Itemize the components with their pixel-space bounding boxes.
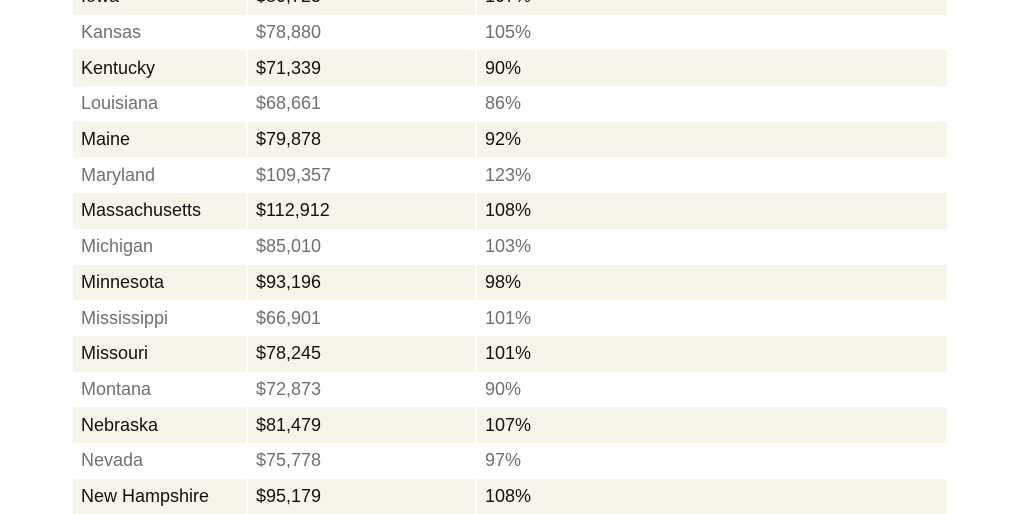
percent-cell: 103%: [477, 228, 947, 265]
percent-cell: 105%: [477, 14, 947, 51]
percent-cell: 90%: [477, 50, 947, 87]
table-row: Maine $79,878 92%: [73, 121, 947, 158]
income-cell: $71,339: [248, 50, 475, 87]
table-row: Mississippi $66,901 101%: [73, 300, 947, 336]
income-cell: $80,725: [248, 0, 475, 15]
state-cell: Montana: [73, 371, 246, 408]
income-cell: $66,901: [248, 300, 475, 336]
table-row: Massachusetts $112,912 108%: [73, 193, 947, 229]
percent-cell: 123%: [477, 157, 947, 194]
income-cell: $78,880: [248, 14, 475, 51]
state-cell: Missouri: [73, 335, 246, 372]
table-row: Montana $72,873 90%: [73, 371, 947, 408]
percent-cell: 101%: [477, 300, 947, 336]
state-cell: Iowa: [73, 0, 246, 15]
table-row: Iowa$80,725107%: [73, 0, 947, 15]
percent-cell: 108%: [477, 478, 947, 514]
state-cell: Kansas: [73, 14, 246, 51]
table-row: Missouri $78,245 101%: [73, 335, 947, 372]
income-cell: $85,010: [248, 228, 475, 265]
income-cell: $109,357: [248, 157, 475, 194]
income-cell: $112,912: [248, 193, 475, 229]
table-row: Kentucky $71,339 90%: [73, 50, 947, 87]
percent-cell: 92%: [477, 121, 947, 158]
state-cell: Minnesota: [73, 264, 246, 301]
state-cell: Michigan: [73, 228, 246, 265]
income-cell: $75,778: [248, 442, 475, 479]
state-cell: Mississippi: [73, 300, 246, 336]
table-row: Minnesota $93,196 98%: [73, 264, 947, 301]
state-cell: Nevada: [73, 442, 246, 479]
state-cell: Nebraska: [73, 407, 246, 443]
table-row: New Hampshire $95,179 108%: [73, 478, 947, 514]
state-cell: Kentucky: [73, 50, 246, 87]
income-cell: $72,873: [248, 371, 475, 408]
table-row: Michigan $85,010 103%: [73, 228, 947, 265]
state-cell: Maryland: [73, 157, 246, 194]
state-cell: Louisiana: [73, 86, 246, 122]
income-cell: $78,245: [248, 335, 475, 372]
percent-cell: 101%: [477, 335, 947, 372]
table-row: Maryland $109,357 123%: [73, 157, 947, 194]
table-row: Nevada $75,778 97%: [73, 442, 947, 479]
percent-cell: 98%: [477, 264, 947, 301]
income-cell: $79,878: [248, 121, 475, 158]
income-cell: $95,179: [248, 478, 475, 514]
income-cell: $81,479: [248, 407, 475, 443]
state-cell: Massachusetts: [73, 193, 246, 229]
percent-cell: 108%: [477, 193, 947, 229]
income-cell: $68,661: [248, 86, 475, 122]
state-cell: Maine: [73, 121, 246, 158]
state-cell: New Hampshire: [73, 478, 246, 514]
percent-cell: 107%: [477, 0, 947, 15]
income-cell: $93,196: [248, 264, 475, 301]
percent-cell: 90%: [477, 371, 947, 408]
percent-cell: 86%: [477, 86, 947, 122]
percent-cell: 97%: [477, 442, 947, 479]
table-row: Louisiana $68,661 86%: [73, 86, 947, 122]
percent-cell: 107%: [477, 407, 947, 443]
table-row: Kansas $78,880 105%: [73, 14, 947, 51]
table-row: Nebraska $81,479 107%: [73, 407, 947, 443]
income-table: Iowa$80,725107%Kansas$78,880105%Kentucky…: [73, 0, 947, 514]
